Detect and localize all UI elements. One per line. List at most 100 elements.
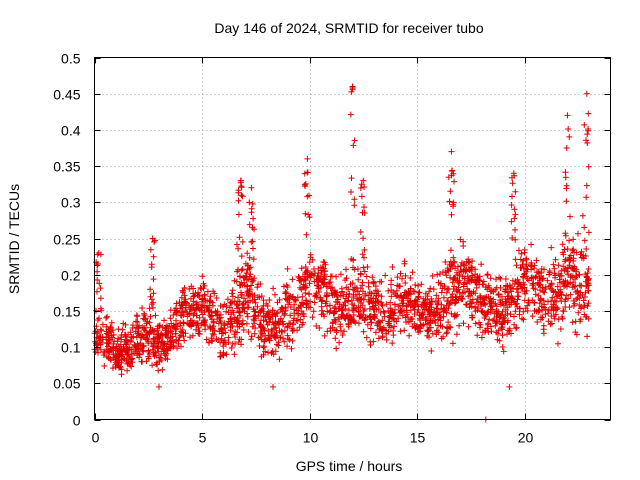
data-point bbox=[339, 332, 346, 338]
data-point bbox=[551, 315, 558, 322]
data-point bbox=[306, 259, 313, 266]
data-point bbox=[359, 251, 366, 258]
data-point bbox=[106, 348, 113, 355]
data-point bbox=[524, 307, 531, 314]
data-point bbox=[438, 335, 445, 342]
data-point bbox=[576, 271, 582, 278]
data-point bbox=[247, 271, 254, 278]
data-point bbox=[482, 327, 489, 334]
data-point bbox=[248, 282, 255, 289]
data-point bbox=[448, 211, 455, 218]
data-point bbox=[135, 328, 142, 335]
data-point bbox=[343, 266, 349, 273]
data-point bbox=[289, 276, 296, 283]
data-point bbox=[149, 235, 156, 242]
data-point bbox=[510, 285, 516, 292]
data-point bbox=[233, 241, 240, 248]
data-point bbox=[149, 362, 156, 369]
data-point bbox=[235, 187, 242, 194]
data-point bbox=[188, 283, 195, 290]
data-point bbox=[401, 258, 408, 265]
data-point bbox=[531, 307, 538, 314]
data-point bbox=[579, 292, 586, 298]
data-point bbox=[322, 261, 329, 268]
data-point bbox=[190, 298, 197, 305]
data-point bbox=[360, 235, 367, 242]
data-point bbox=[532, 274, 539, 281]
data-point bbox=[229, 340, 236, 347]
data-point bbox=[496, 274, 503, 281]
data-point bbox=[523, 255, 530, 262]
data-point bbox=[97, 326, 104, 333]
data-point bbox=[295, 310, 302, 317]
data-point bbox=[280, 320, 287, 327]
data-point bbox=[236, 323, 243, 330]
data-point bbox=[313, 323, 320, 329]
data-point bbox=[440, 313, 447, 320]
data-point bbox=[383, 336, 390, 343]
data-point bbox=[538, 266, 545, 272]
data-point bbox=[440, 294, 447, 301]
data-point bbox=[272, 325, 279, 332]
data-point bbox=[276, 356, 283, 363]
data-point bbox=[139, 305, 146, 311]
data-point bbox=[295, 273, 302, 280]
data-point bbox=[249, 278, 256, 285]
data-point bbox=[450, 203, 457, 210]
data-point bbox=[134, 324, 140, 330]
data-point bbox=[577, 251, 584, 258]
data-point bbox=[392, 301, 398, 308]
data-point bbox=[416, 312, 423, 319]
data-point bbox=[136, 351, 143, 358]
data-point bbox=[167, 315, 174, 322]
data-point bbox=[122, 331, 129, 338]
data-point bbox=[360, 264, 367, 271]
x-tick-label: 15 bbox=[410, 430, 426, 446]
data-point bbox=[421, 306, 428, 313]
y-tick-label: 0.5 bbox=[61, 51, 81, 67]
data-point bbox=[534, 319, 541, 325]
data-point bbox=[544, 277, 551, 284]
data-point bbox=[379, 333, 386, 340]
data-point bbox=[302, 290, 309, 296]
data-point bbox=[301, 284, 308, 291]
data-point bbox=[224, 296, 231, 303]
data-point bbox=[309, 314, 316, 321]
data-point bbox=[418, 281, 425, 288]
data-point bbox=[438, 301, 445, 308]
data-point bbox=[447, 247, 454, 254]
data-point bbox=[385, 287, 392, 294]
data-point bbox=[208, 338, 215, 345]
data-point bbox=[493, 320, 499, 327]
data-point bbox=[95, 250, 102, 256]
data-point bbox=[300, 284, 306, 291]
data-point bbox=[561, 281, 568, 288]
data-point bbox=[426, 306, 433, 313]
x-tick-labels: 0 5 10 15 20 bbox=[92, 430, 534, 446]
data-point bbox=[556, 276, 563, 283]
data-point bbox=[202, 297, 209, 304]
data-point bbox=[260, 344, 267, 351]
data-point bbox=[258, 330, 265, 337]
data-point bbox=[233, 317, 240, 324]
data-point bbox=[365, 279, 372, 286]
data-point bbox=[397, 270, 404, 277]
data-point bbox=[585, 229, 592, 236]
data-point bbox=[250, 215, 257, 222]
data-point bbox=[467, 300, 474, 307]
data-point bbox=[357, 185, 364, 191]
data-point bbox=[249, 200, 256, 207]
data-point bbox=[337, 271, 344, 278]
data-point bbox=[512, 188, 519, 195]
data-point bbox=[512, 256, 519, 263]
data-point bbox=[460, 320, 467, 327]
data-point bbox=[129, 359, 136, 366]
data-point bbox=[419, 311, 425, 318]
data-point bbox=[302, 183, 309, 190]
data-point bbox=[140, 342, 147, 349]
data-point bbox=[424, 321, 431, 327]
data-point bbox=[161, 317, 168, 324]
data-point bbox=[229, 287, 236, 294]
data-point bbox=[566, 254, 573, 261]
data-point bbox=[532, 291, 539, 298]
